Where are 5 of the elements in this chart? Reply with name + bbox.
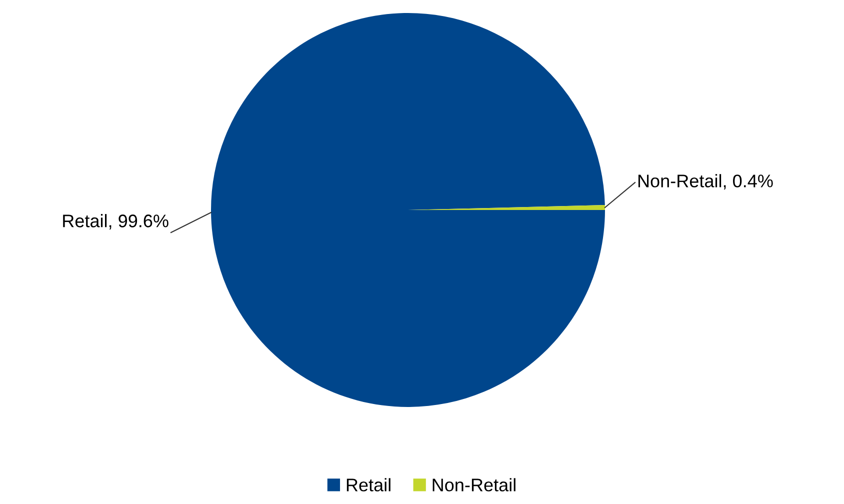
data-label: Non-Retail, 0.4% bbox=[638, 174, 773, 190]
data-label: Retail, 99.6% bbox=[63, 214, 168, 230]
legend-label: Retail bbox=[346, 478, 390, 492]
legend-label: Non-Retail bbox=[432, 478, 516, 492]
pie-slice bbox=[211, 13, 605, 407]
